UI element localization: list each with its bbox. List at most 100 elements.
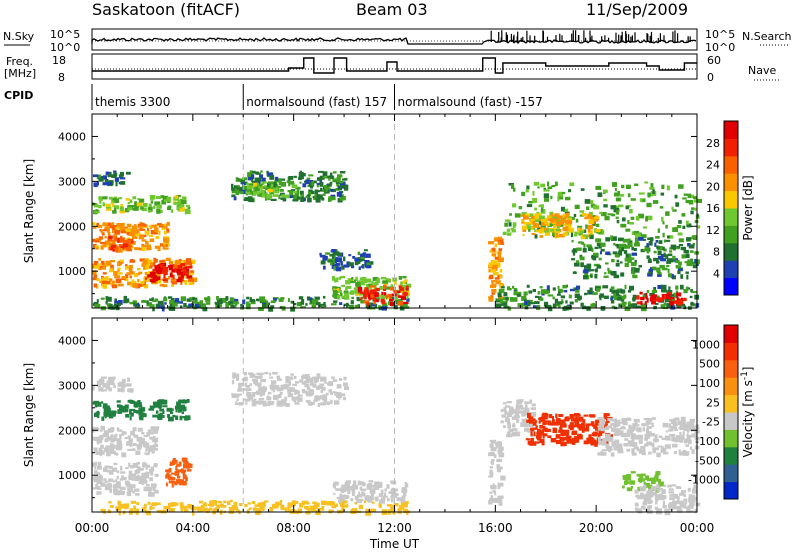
velocity-cell: [154, 463, 158, 468]
power-cell: [566, 219, 573, 225]
power-cell: [142, 234, 147, 238]
power-cell: [622, 217, 626, 222]
velocity-cell: [310, 402, 315, 405]
velocity-cell: [165, 482, 168, 487]
power-cell: [676, 265, 682, 269]
power-cell: [613, 293, 616, 297]
velocity-colorbar-tick: 25: [706, 396, 720, 409]
velocity-cell: [381, 509, 387, 513]
velocity-cell: [260, 378, 266, 383]
power-cell: [505, 219, 511, 222]
velocity-cell: [126, 491, 132, 497]
power-cell: [552, 231, 558, 236]
power-region-13: [488, 236, 505, 302]
velocity-region-3: [92, 425, 160, 458]
power-cell: [186, 275, 193, 279]
power-cell: [605, 251, 611, 255]
power-cell: [383, 282, 389, 286]
velocity-cell: [139, 479, 144, 484]
velocity-cell: [569, 439, 575, 443]
power-cell: [146, 247, 152, 251]
velocity-cell: [238, 384, 242, 389]
power-cell: [108, 278, 113, 282]
power-cell: [110, 264, 114, 269]
velocity-cell: [329, 402, 333, 405]
power-cell: [137, 278, 140, 283]
velocity-cell: [152, 486, 156, 492]
velocity-cell: [135, 493, 140, 496]
power-cell: [612, 182, 617, 187]
velocity-colorbar-tick: 500: [699, 358, 720, 371]
power-cell: [536, 213, 542, 216]
power-colorbar-tick: 8: [713, 246, 720, 259]
power-cell: [375, 297, 380, 301]
power-cell: [170, 298, 175, 301]
power-cell: [498, 242, 505, 245]
velocity-cell: [555, 413, 558, 419]
velocity-region-2: [92, 399, 191, 422]
velocity-cell: [118, 510, 121, 516]
power-cell: [645, 217, 648, 222]
power-cell: [593, 252, 599, 257]
power-cell: [564, 216, 567, 219]
power-cell: [178, 264, 182, 269]
power-cell: [129, 232, 134, 237]
power-cell: [326, 175, 332, 179]
velocity-cell: [518, 404, 524, 409]
velocity-cell: [637, 428, 642, 433]
power-cell: [381, 300, 386, 305]
power-cell: [502, 231, 507, 235]
velocity-cell: [530, 431, 533, 436]
power-cell: [533, 224, 537, 228]
power-cell: [557, 285, 560, 289]
power-cell: [148, 207, 152, 210]
velocity-cell: [154, 444, 159, 447]
power-cell: [155, 303, 159, 309]
power-region-2: [92, 195, 191, 215]
velocity-cell: [560, 419, 564, 423]
power-colorbar-swatch: [724, 121, 738, 139]
power-cell: [185, 209, 191, 215]
power-cell: [128, 264, 133, 269]
power-cell: [336, 277, 339, 283]
velocity-cell: [591, 439, 597, 444]
power-cell: [151, 279, 156, 283]
velocity-cell: [354, 501, 358, 505]
power-cell: [647, 193, 651, 198]
power-cell: [255, 171, 259, 175]
velocity-cell: [515, 431, 521, 434]
velocity-cell: [302, 374, 308, 379]
power-cell: [95, 209, 99, 212]
power-cell: [176, 279, 182, 283]
power-cell: [576, 247, 582, 251]
power-cell: [179, 258, 182, 262]
power-cell: [543, 301, 549, 307]
power-cell: [302, 183, 307, 188]
velocity-cell: [530, 433, 536, 438]
velocity-cell: [245, 388, 249, 392]
power-cell: [276, 185, 282, 189]
power-cell: [638, 213, 644, 219]
power-cell: [595, 223, 600, 227]
power-cell: [169, 306, 176, 311]
velocity-cell: [176, 479, 183, 483]
velocity-cell: [279, 387, 284, 391]
power-ylabel: Slant Range [km]: [22, 159, 36, 263]
power-cell: [156, 196, 162, 199]
power-cell: [95, 284, 99, 289]
velocity-cell: [303, 506, 309, 509]
velocity-cell: [320, 500, 327, 506]
power-cell: [102, 196, 108, 200]
power-cell: [350, 281, 355, 284]
power-cell: [162, 279, 168, 282]
power-cell: [154, 298, 159, 302]
velocity-cell: [603, 417, 609, 420]
power-cell: [387, 293, 393, 297]
power-cell: [640, 301, 643, 305]
velocity-region-1: [92, 376, 134, 393]
velocity-cell: [520, 407, 526, 410]
power-cell: [574, 231, 580, 235]
power-cell: [187, 265, 193, 269]
velocity-cell: [149, 436, 154, 440]
power-cell: [404, 279, 408, 283]
